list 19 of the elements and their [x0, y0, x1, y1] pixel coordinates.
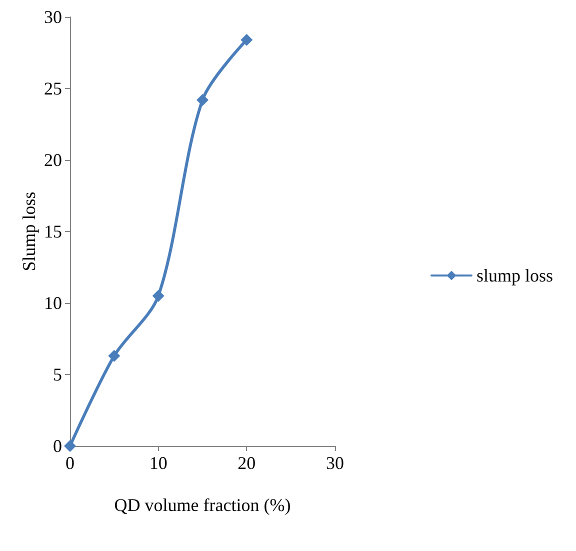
- y-tick-label: 0: [53, 436, 62, 456]
- point: [152, 290, 164, 302]
- x-tick-label: 20: [238, 453, 256, 473]
- legend-label: slump loss: [476, 266, 554, 286]
- y-axis-title: Slump loss: [19, 192, 39, 272]
- point: [64, 440, 76, 452]
- point: [196, 94, 208, 106]
- y-tick-label: 30: [44, 7, 62, 27]
- y-tick-label: 15: [44, 222, 62, 242]
- x-tick-label: 30: [326, 453, 344, 473]
- x-tick-label: 10: [149, 453, 168, 473]
- x-tick-label: 0: [66, 453, 74, 473]
- y-tick-label: 25: [44, 78, 62, 98]
- y-tick-label: 5: [53, 364, 62, 384]
- y-tick-label: 10: [44, 293, 62, 313]
- x-axis-title: QD volume fraction (%): [114, 495, 291, 515]
- point: [240, 34, 253, 46]
- point: [108, 350, 120, 362]
- y-tick-label: 20: [44, 150, 62, 170]
